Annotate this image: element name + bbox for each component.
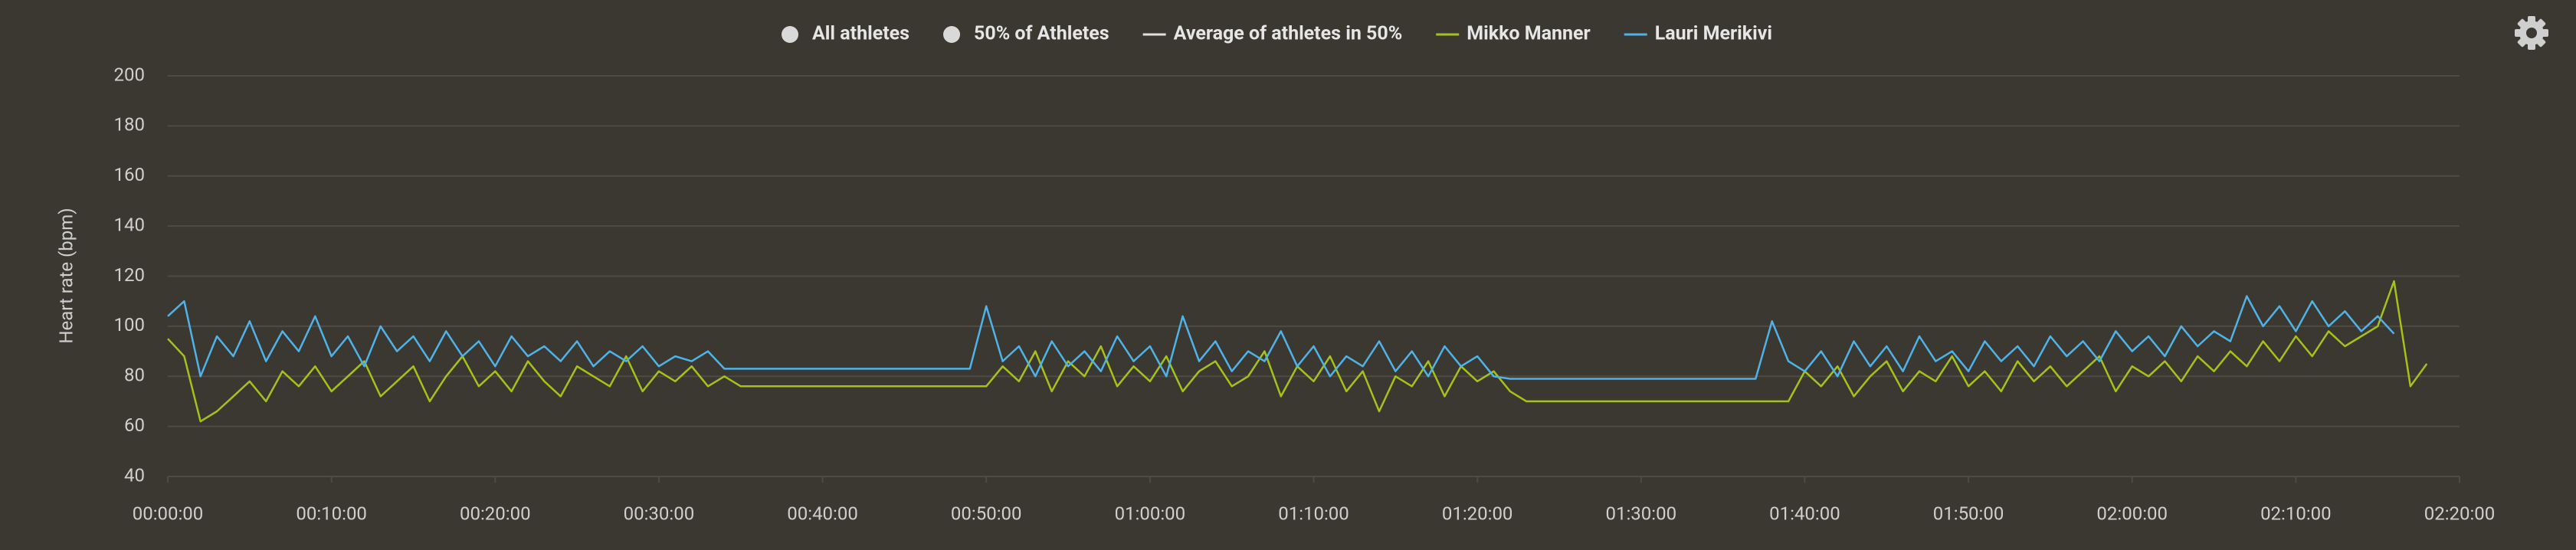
legend-label: Average of athletes in 50% [1174, 23, 1403, 45]
gear-icon [2515, 16, 2548, 50]
x-tick-label: 01:20:00 [1442, 503, 1513, 524]
x-tick-label: 01:50:00 [1933, 503, 2004, 524]
y-tick-label: 100 [114, 314, 145, 336]
settings-button[interactable] [2515, 16, 2548, 50]
y-tick-label: 40 [124, 464, 145, 486]
x-tick-label: 02:20:00 [2424, 503, 2496, 524]
y-axis-title: Heart rate (bpm) [55, 208, 77, 343]
legend-label: Mikko Manner [1467, 23, 1591, 45]
x-tick-label: 01:10:00 [1278, 503, 1349, 524]
y-tick-label: 160 [114, 164, 145, 185]
legend-marker [943, 26, 961, 43]
x-tick-label: 00:00:00 [133, 503, 204, 524]
x-tick-label: 00:20:00 [460, 503, 531, 524]
x-tick-label: 00:30:00 [624, 503, 695, 524]
y-tick-label: 200 [114, 64, 145, 85]
x-tick-label: 00:10:00 [296, 503, 367, 524]
y-tick-label: 60 [124, 414, 145, 436]
x-tick-label: 01:40:00 [1769, 503, 1840, 524]
legend-label: All athletes [812, 23, 909, 45]
series-line [167, 295, 2395, 380]
y-tick-label: 180 [114, 114, 145, 136]
x-tick-label: 00:40:00 [787, 503, 858, 524]
legend-marker [782, 26, 798, 43]
legend-label: 50% of Athletes [974, 23, 1109, 45]
x-tick-label: 02:00:00 [2096, 503, 2168, 524]
legend-label: Lauri Merikivi [1655, 23, 1772, 45]
x-tick-label: 02:10:00 [2260, 503, 2332, 524]
y-tick-label: 140 [114, 214, 145, 235]
y-tick-label: 80 [124, 365, 145, 386]
x-tick-label: 01:30:00 [1606, 503, 1677, 524]
x-tick-label: 00:50:00 [951, 503, 1022, 524]
x-tick-label: 01:00:00 [1115, 503, 1186, 524]
y-tick-label: 120 [114, 264, 145, 286]
